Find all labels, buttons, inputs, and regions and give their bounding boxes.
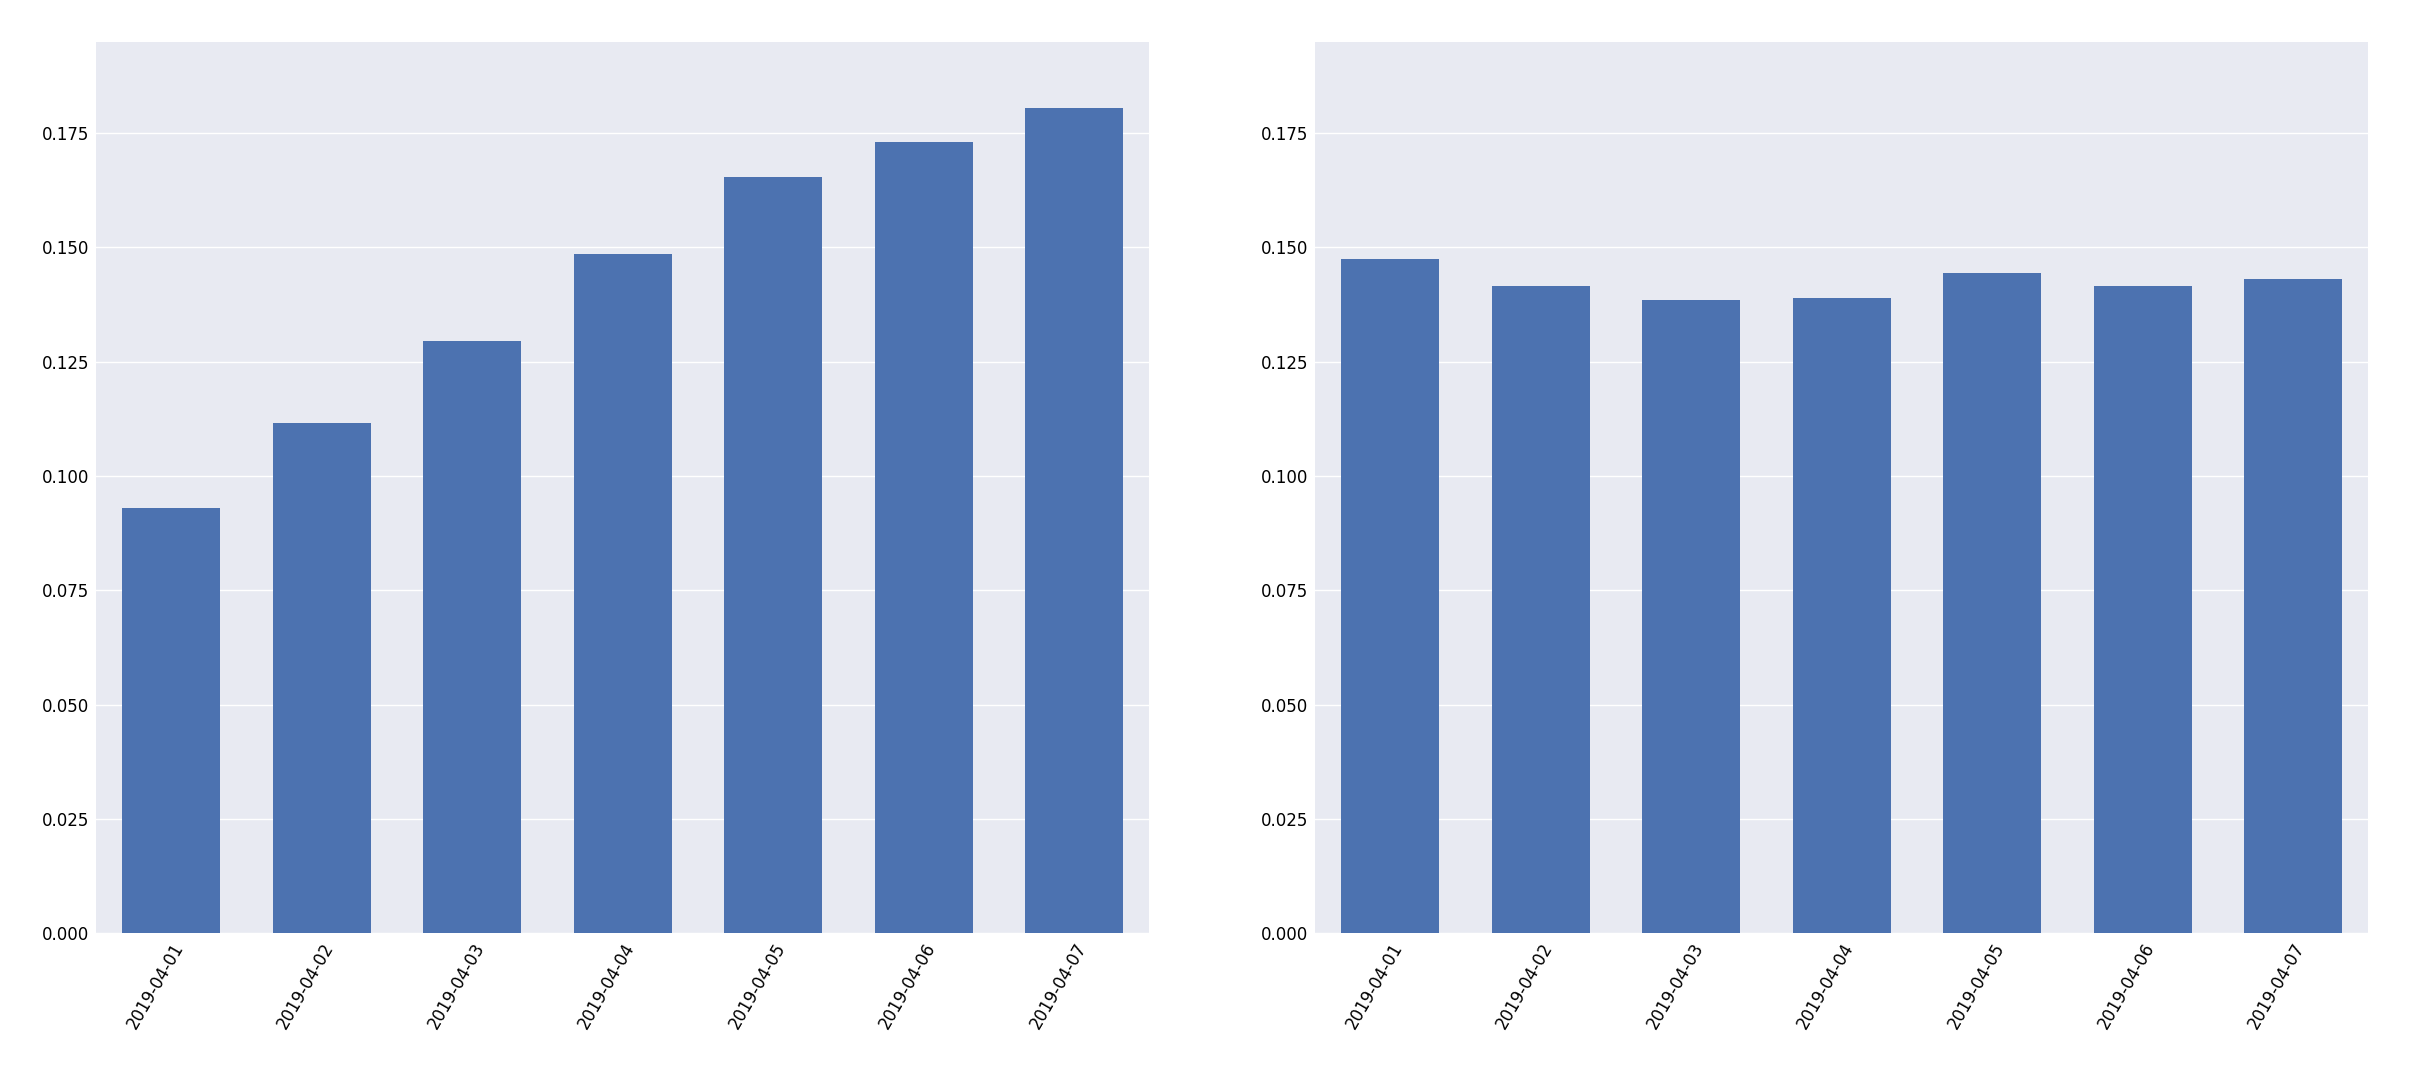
Bar [875,142,974,933]
Bar [123,508,219,933]
Bar [2244,279,2343,933]
Bar [424,342,521,933]
Bar [1793,297,1889,933]
Bar [1342,259,1439,933]
Bar [2094,287,2191,933]
Bar [1641,300,1740,933]
Bar [1492,287,1591,933]
Bar [1942,273,2041,933]
Bar [1024,108,1123,933]
Bar [725,176,822,933]
Bar [574,255,672,933]
Bar [272,423,371,933]
